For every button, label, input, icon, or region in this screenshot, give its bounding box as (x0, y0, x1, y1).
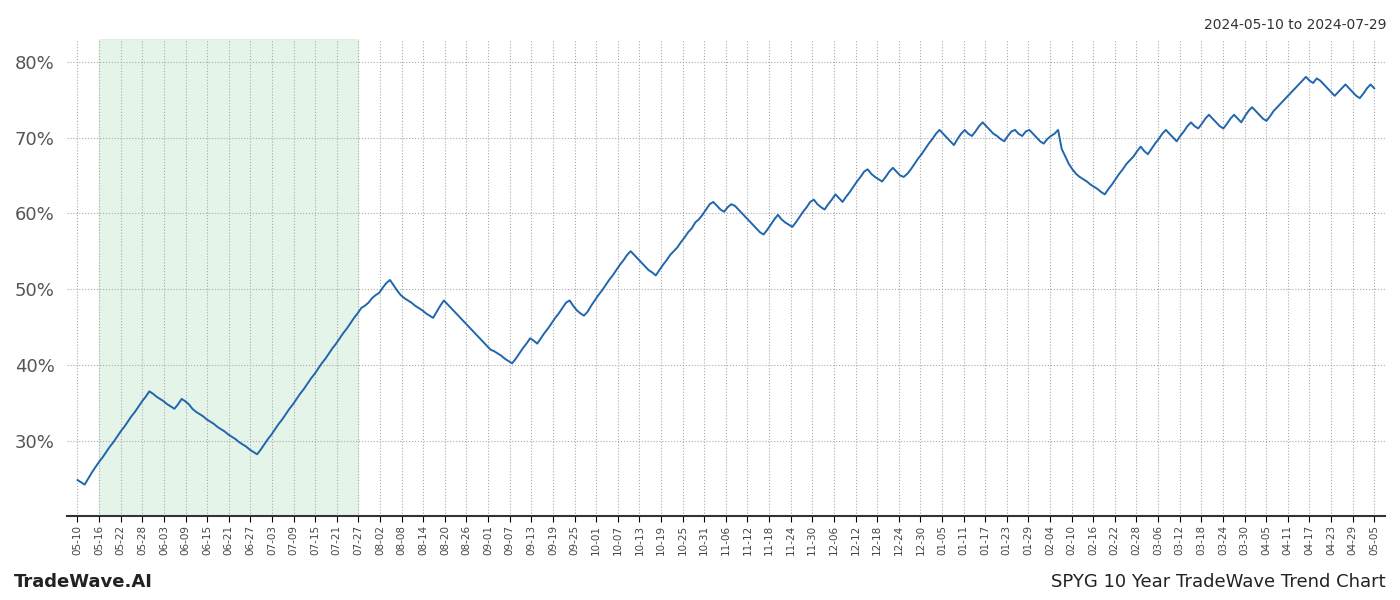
Text: 2024-05-10 to 2024-07-29: 2024-05-10 to 2024-07-29 (1204, 18, 1386, 32)
Text: SPYG 10 Year TradeWave Trend Chart: SPYG 10 Year TradeWave Trend Chart (1051, 573, 1386, 591)
Text: TradeWave.AI: TradeWave.AI (14, 573, 153, 591)
Bar (99, 39, 358, 517)
